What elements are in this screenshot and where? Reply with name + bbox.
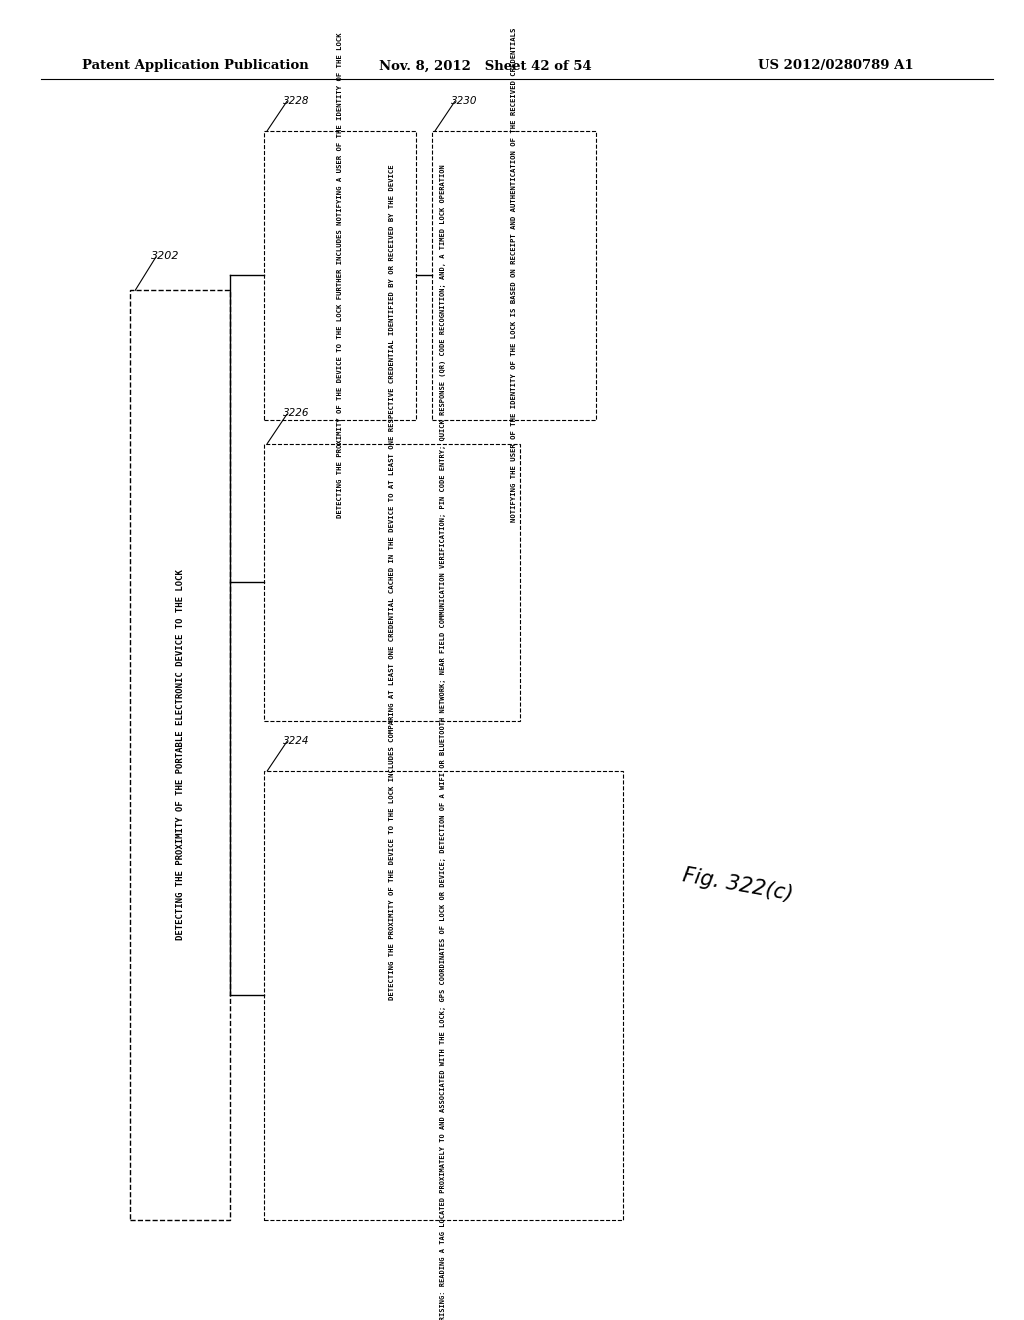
Text: Nov. 8, 2012   Sheet 42 of 54: Nov. 8, 2012 Sheet 42 of 54 [379,59,592,73]
Text: NOTIFYING THE USER OF THE IDENTITY OF THE LOCK IS BASED ON RECEIPT AND AUTHENTIC: NOTIFYING THE USER OF THE IDENTITY OF TH… [511,28,517,523]
Text: DETECTING THE PROXIMITY OF THE PORTABLE ELECTRONIC DEVICE TO THE LOCK: DETECTING THE PROXIMITY OF THE PORTABLE … [176,570,184,940]
Text: 3230: 3230 [451,95,477,106]
Text: DETECTING THE PROXIMITY OF THE DEVICE TO THE LOCK INCLUDES USE OF ONE OR MORE OF: DETECTING THE PROXIMITY OF THE DEVICE TO… [440,165,446,1320]
Text: DETECTING THE PROXIMITY OF THE DEVICE TO THE LOCK FURTHER INCLUDES NOTIFYING A U: DETECTING THE PROXIMITY OF THE DEVICE TO… [337,33,343,517]
Text: US 2012/0280789 A1: US 2012/0280789 A1 [758,59,913,73]
Bar [432,131,596,420]
Bar [264,444,520,721]
Text: 3226: 3226 [283,408,309,418]
Text: 3202: 3202 [151,251,179,261]
Text: Fig. 322(c): Fig. 322(c) [681,865,794,904]
Bar [264,131,416,420]
Bar [264,771,623,1220]
Text: Patent Application Publication: Patent Application Publication [82,59,308,73]
Bar [130,290,230,1220]
Text: DETECTING THE PROXIMITY OF THE DEVICE TO THE LOCK INCLUDES COMPARING AT LEAST ON: DETECTING THE PROXIMITY OF THE DEVICE TO… [389,164,395,1001]
Text: 3224: 3224 [283,735,309,746]
Text: 3228: 3228 [283,95,309,106]
